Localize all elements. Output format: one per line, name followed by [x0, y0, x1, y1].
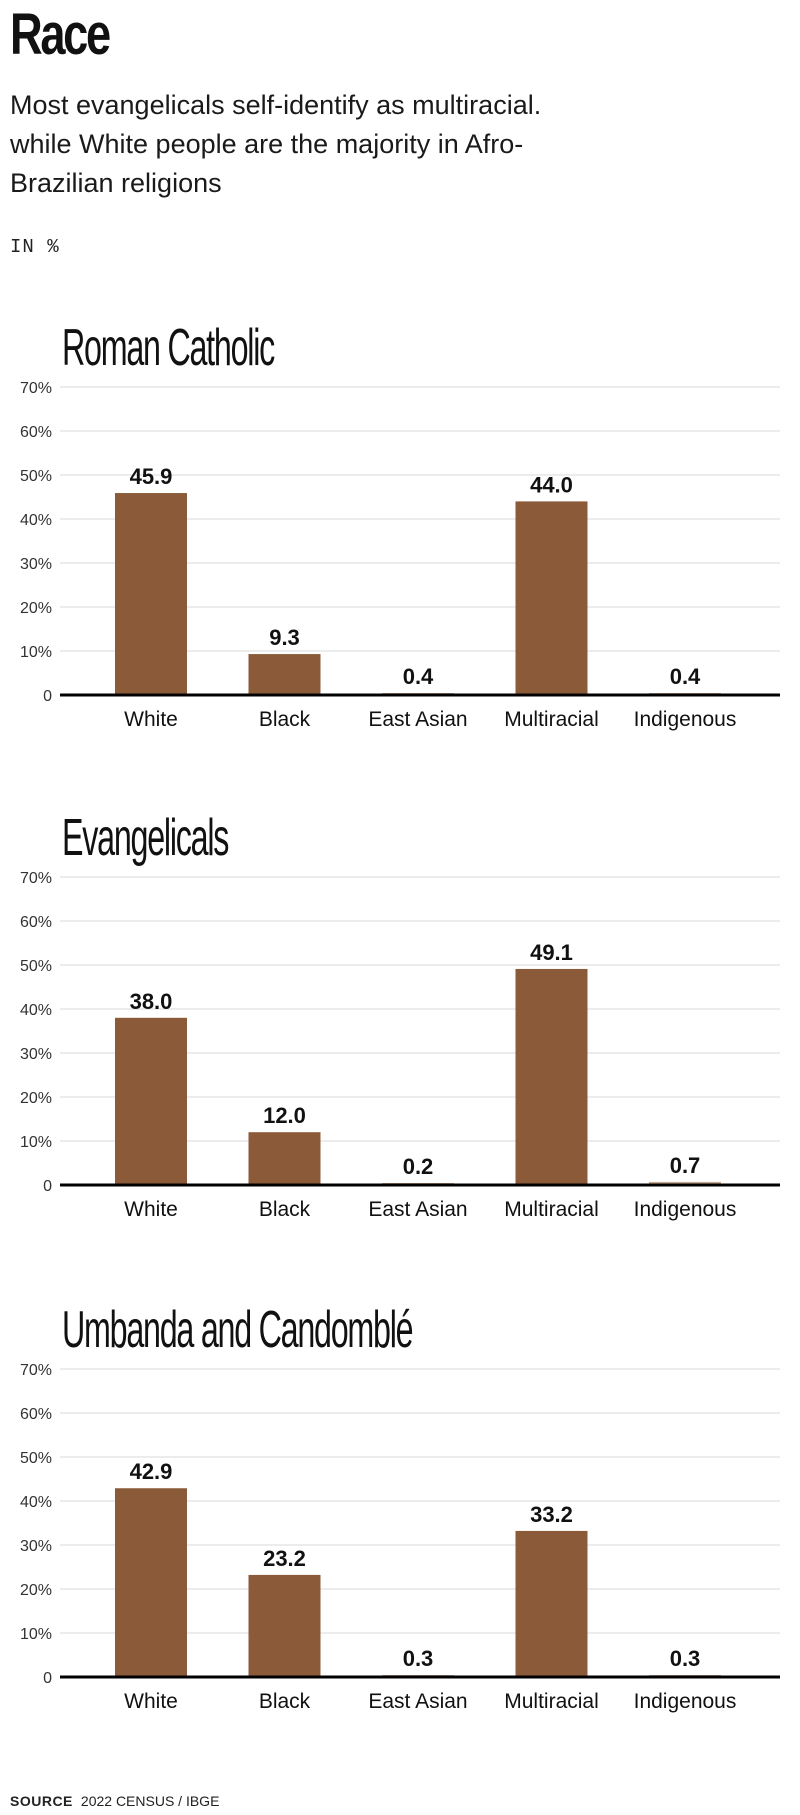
data-label: 38.0	[130, 989, 173, 1014]
data-label: 23.2	[263, 1546, 306, 1571]
x-category-label: Multiracial	[504, 1198, 599, 1221]
x-category-label: White	[124, 1198, 178, 1221]
bar	[115, 1017, 187, 1185]
x-category-label: Multiracial	[504, 1690, 599, 1713]
page-title: Race	[10, 2, 111, 67]
source-text: 2022 CENSUS / IBGE	[80, 1793, 220, 1809]
bar	[248, 1574, 321, 1677]
bar	[649, 1181, 721, 1185]
bar-chart-evangelicals: 0 10% 20% 30% 40% 50% 60% 70% 38.0 White 12.0 Black…	[20, 870, 780, 1221]
data-label: 0.7	[670, 1153, 701, 1178]
x-category-label: Indigenous	[634, 708, 737, 731]
y-tick-label: 0	[43, 1178, 52, 1195]
data-label: 45.9	[130, 464, 173, 489]
y-tick-label: 30%	[20, 556, 52, 573]
bar	[115, 493, 187, 695]
y-tick-label: 60%	[20, 1406, 52, 1423]
data-label: 0.2	[403, 1154, 434, 1179]
x-category-label: Indigenous	[634, 1690, 737, 1713]
y-tick-label: 20%	[20, 1582, 52, 1599]
data-label: 0.3	[670, 1646, 701, 1671]
x-category-label: East Asian	[368, 1198, 467, 1221]
bar	[515, 1530, 588, 1677]
bar	[515, 501, 588, 695]
y-tick-label: 60%	[20, 424, 52, 441]
y-tick-label: 50%	[20, 958, 52, 975]
y-tick-label: 10%	[20, 644, 52, 661]
y-tick-label: 40%	[20, 512, 52, 529]
x-category-label: East Asian	[368, 708, 467, 731]
chart-title: Evangelicals	[62, 809, 229, 867]
y-tick-label: 20%	[20, 600, 52, 617]
x-category-label: East Asian	[368, 1690, 467, 1713]
y-tick-label: 20%	[20, 1090, 52, 1107]
source-note: SOURCE 2022 CENSUS / IBGE	[10, 1793, 219, 1809]
bar-chart-umbanda-candomble: 0 10% 20% 30% 40% 50% 60% 70% 42.9 White 23.2 Black…	[20, 1362, 780, 1713]
y-tick-label: 0	[43, 1670, 52, 1687]
data-label: 42.9	[130, 1459, 173, 1484]
unit-label: IN %	[10, 236, 60, 258]
data-label: 0.4	[670, 664, 701, 689]
y-tick-label: 50%	[20, 468, 52, 485]
source-label: SOURCE	[10, 1793, 73, 1809]
y-tick-label: 70%	[20, 870, 52, 887]
data-label: 0.4	[403, 664, 434, 689]
data-label: 44.0	[530, 472, 573, 497]
x-category-label: Black	[259, 1198, 311, 1221]
y-tick-label: 40%	[20, 1002, 52, 1019]
bar	[515, 968, 588, 1185]
x-category-label: White	[124, 1690, 178, 1713]
y-tick-label: 30%	[20, 1046, 52, 1063]
x-category-label: Black	[259, 1690, 311, 1713]
bar	[115, 1488, 187, 1677]
y-tick-label: 10%	[20, 1626, 52, 1643]
x-category-label: Black	[259, 708, 311, 731]
x-category-label: White	[124, 708, 178, 731]
y-tick-label: 70%	[20, 380, 52, 397]
chart-title: Umbanda and Candomblé	[62, 1301, 414, 1359]
x-category-label: Multiracial	[504, 708, 599, 731]
data-label: 49.1	[530, 940, 573, 965]
y-tick-label: 70%	[20, 1362, 52, 1379]
chart-title: Roman Catholic	[62, 319, 275, 377]
bar	[248, 654, 321, 695]
y-tick-label: 40%	[20, 1494, 52, 1511]
data-label: 33.2	[530, 1502, 573, 1527]
y-tick-label: 30%	[20, 1538, 52, 1555]
page-subtitle: Most evangelicals self-identify as multi…	[10, 90, 542, 198]
y-tick-label: 50%	[20, 1450, 52, 1467]
data-label: 9.3	[269, 625, 300, 650]
y-tick-label: 0	[43, 688, 52, 705]
data-label: 0.3	[403, 1646, 434, 1671]
y-tick-label: 10%	[20, 1134, 52, 1151]
data-label: 12.0	[263, 1103, 306, 1128]
x-category-label: Indigenous	[634, 1198, 737, 1221]
bar-chart-roman-catholic: 0 10% 20% 30% 40% 50% 60% 70% 45.9 White 9.3 Black 0…	[20, 380, 780, 731]
y-tick-label: 60%	[20, 914, 52, 931]
bar	[248, 1132, 321, 1185]
